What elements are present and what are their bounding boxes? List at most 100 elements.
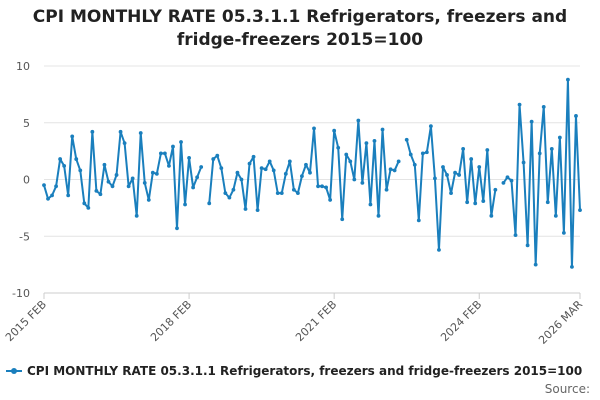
data-point[interactable] bbox=[525, 243, 530, 248]
data-point[interactable] bbox=[195, 175, 200, 180]
data-point[interactable] bbox=[142, 181, 147, 185]
data-point[interactable] bbox=[50, 193, 54, 198]
data-point[interactable] bbox=[235, 170, 240, 175]
data-point[interactable] bbox=[336, 145, 341, 150]
data-point[interactable] bbox=[58, 157, 63, 161]
data-point[interactable] bbox=[485, 148, 490, 152]
data-point[interactable] bbox=[134, 213, 139, 218]
data-point[interactable] bbox=[541, 104, 546, 109]
data-point[interactable] bbox=[509, 178, 514, 183]
data-point[interactable] bbox=[167, 163, 171, 168]
data-point[interactable] bbox=[114, 173, 119, 177]
data-point[interactable] bbox=[46, 196, 50, 201]
data-point[interactable] bbox=[300, 174, 304, 178]
data-point[interactable] bbox=[118, 129, 123, 134]
data-point[interactable] bbox=[521, 160, 526, 165]
data-point[interactable] bbox=[255, 208, 260, 213]
data-point[interactable] bbox=[505, 175, 510, 180]
data-point[interactable] bbox=[477, 165, 482, 169]
data-point[interactable] bbox=[344, 152, 349, 157]
data-point[interactable] bbox=[316, 184, 320, 189]
data-point[interactable] bbox=[328, 198, 333, 202]
data-point[interactable] bbox=[537, 151, 542, 156]
data-point[interactable] bbox=[271, 168, 276, 173]
data-point[interactable] bbox=[453, 170, 457, 175]
data-point[interactable] bbox=[517, 102, 522, 107]
data-point[interactable] bbox=[146, 198, 151, 202]
data-point[interactable] bbox=[130, 176, 135, 181]
data-point[interactable] bbox=[259, 166, 264, 171]
data-point[interactable] bbox=[441, 165, 445, 169]
data-point[interactable] bbox=[388, 167, 393, 172]
data-point[interactable] bbox=[513, 233, 518, 238]
data-point[interactable] bbox=[138, 131, 143, 135]
data-point[interactable] bbox=[533, 262, 538, 267]
data-point[interactable] bbox=[372, 139, 377, 143]
data-point[interactable] bbox=[179, 140, 183, 144]
data-point[interactable] bbox=[231, 187, 236, 192]
data-point[interactable] bbox=[545, 200, 550, 205]
data-point[interactable] bbox=[437, 247, 441, 252]
data-point[interactable] bbox=[223, 191, 228, 196]
data-point[interactable] bbox=[295, 191, 300, 196]
data-point[interactable] bbox=[356, 118, 361, 123]
data-point[interactable] bbox=[62, 163, 67, 168]
data-point[interactable] bbox=[473, 201, 478, 206]
data-point[interactable] bbox=[469, 157, 474, 161]
data-point[interactable] bbox=[207, 201, 212, 206]
data-point[interactable] bbox=[360, 181, 365, 185]
data-point[interactable] bbox=[263, 167, 268, 172]
data-point[interactable] bbox=[183, 202, 187, 207]
data-point[interactable] bbox=[171, 144, 175, 149]
data-point[interactable] bbox=[553, 213, 558, 218]
data-point[interactable] bbox=[457, 173, 461, 177]
data-point[interactable] bbox=[66, 193, 71, 198]
data-point[interactable] bbox=[122, 141, 127, 146]
data-point[interactable] bbox=[304, 162, 308, 167]
data-point[interactable] bbox=[340, 217, 345, 222]
data-point[interactable] bbox=[489, 213, 494, 218]
data-point[interactable] bbox=[465, 200, 470, 205]
data-point[interactable] bbox=[275, 191, 280, 196]
data-point[interactable] bbox=[404, 137, 409, 142]
data-point[interactable] bbox=[287, 159, 292, 164]
data-point[interactable] bbox=[187, 156, 191, 160]
data-point[interactable] bbox=[368, 202, 373, 207]
data-point[interactable] bbox=[481, 199, 486, 203]
data-point[interactable] bbox=[154, 171, 159, 176]
data-point[interactable] bbox=[227, 195, 232, 200]
data-point[interactable] bbox=[175, 226, 179, 231]
data-point[interactable] bbox=[566, 77, 570, 82]
data-point[interactable] bbox=[219, 166, 224, 171]
data-point[interactable] bbox=[150, 170, 155, 175]
data-point[interactable] bbox=[332, 128, 337, 133]
data-point[interactable] bbox=[247, 161, 252, 166]
data-point[interactable] bbox=[239, 177, 244, 182]
data-point[interactable] bbox=[416, 218, 421, 223]
data-point[interactable] bbox=[74, 157, 79, 161]
data-point[interactable] bbox=[90, 129, 95, 134]
data-point[interactable] bbox=[312, 126, 316, 131]
data-point[interactable] bbox=[243, 207, 248, 211]
data-point[interactable] bbox=[392, 168, 397, 173]
data-point[interactable] bbox=[561, 230, 566, 235]
data-point[interactable] bbox=[199, 165, 204, 169]
data-point[interactable] bbox=[251, 154, 256, 159]
data-point[interactable] bbox=[191, 185, 196, 190]
data-point[interactable] bbox=[348, 159, 353, 164]
data-point[interactable] bbox=[549, 146, 554, 151]
data-point[interactable] bbox=[570, 264, 574, 269]
data-point[interactable] bbox=[215, 153, 220, 158]
data-point[interactable] bbox=[324, 185, 329, 190]
data-point[interactable] bbox=[291, 187, 296, 192]
data-point[interactable] bbox=[408, 152, 413, 157]
data-point[interactable] bbox=[424, 150, 429, 155]
data-point[interactable] bbox=[396, 159, 401, 164]
data-point[interactable] bbox=[78, 168, 83, 173]
data-point[interactable] bbox=[279, 191, 284, 196]
data-point[interactable] bbox=[110, 184, 115, 189]
data-point[interactable] bbox=[428, 124, 433, 129]
legend[interactable]: CPI MONTHLY RATE 05.3.1.1 Refrigerators,… bbox=[6, 364, 582, 378]
data-point[interactable] bbox=[493, 187, 498, 192]
data-point[interactable] bbox=[267, 159, 272, 164]
